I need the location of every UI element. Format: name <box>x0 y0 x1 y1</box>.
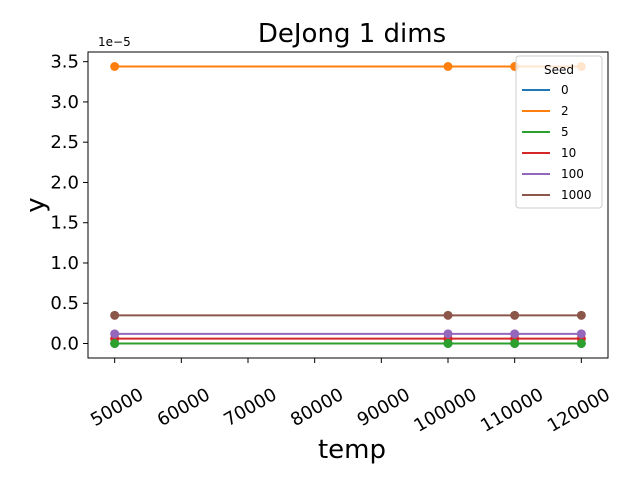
y-axis-label: y <box>21 197 51 212</box>
y-tick-label: 0.5 <box>50 293 79 314</box>
data-point-1000 <box>110 310 120 320</box>
x-tick-label: 50000 <box>87 384 147 431</box>
data-point-1000 <box>443 310 453 320</box>
data-point-100 <box>443 329 453 339</box>
x-tick-label: 60000 <box>154 384 214 431</box>
x-tick-label: 110000 <box>477 384 547 437</box>
y-axis: 0.0 0.5 1.0 1.5 2.0 2.5 3.0 3.5 <box>50 52 88 355</box>
legend-label-1000: 1000 <box>561 188 592 202</box>
y-tick-label: 2.0 <box>50 172 79 193</box>
legend-box <box>515 55 603 209</box>
legend-label-10: 10 <box>561 146 576 160</box>
data-point-2 <box>443 61 453 71</box>
data-point-5 <box>110 339 120 349</box>
data-point-1000 <box>576 310 586 320</box>
x-tick-label: 90000 <box>354 384 414 431</box>
y-tick-label: 1.5 <box>50 213 79 234</box>
x-axis: 50000 60000 70000 80000 90000100000110000120… <box>87 358 614 437</box>
y-tick-label: 3.0 <box>50 92 79 113</box>
y-tick-label: 1.0 <box>50 253 79 274</box>
legend-label-0: 0 <box>561 83 569 97</box>
data-point-5 <box>510 339 520 349</box>
data-point-100 <box>510 329 520 339</box>
legend-items: 0 2 5 10 100 1000 <box>522 83 592 202</box>
legend-title: Seed <box>544 63 574 77</box>
legend-label-2: 2 <box>561 104 569 118</box>
plot-area <box>110 61 586 349</box>
legend-label-100: 100 <box>561 167 584 181</box>
x-tick-label: 100000 <box>410 384 480 437</box>
data-point-5 <box>576 339 586 349</box>
x-tick-label: 120000 <box>544 384 614 437</box>
x-tick-label: 70000 <box>220 384 280 431</box>
data-point-100 <box>576 329 586 339</box>
y-tick-label: 2.5 <box>50 132 79 153</box>
legend: Seed 0 2 5 10 100 1000 <box>515 55 603 209</box>
y-tick-label: 3.5 <box>50 52 79 73</box>
x-tick-label: 80000 <box>287 384 347 431</box>
data-point-100 <box>110 329 120 339</box>
y-tick-label: 0.0 <box>50 334 79 355</box>
y-offset-label: 1e−5 <box>98 35 131 49</box>
data-point-1000 <box>510 310 520 320</box>
data-point-5 <box>443 339 453 349</box>
x-axis-label: temp <box>318 435 386 465</box>
legend-label-5: 5 <box>561 125 569 139</box>
chart-title: DeJong 1 dims <box>258 19 446 49</box>
plot-frame <box>87 51 609 359</box>
data-point-2 <box>110 61 120 71</box>
